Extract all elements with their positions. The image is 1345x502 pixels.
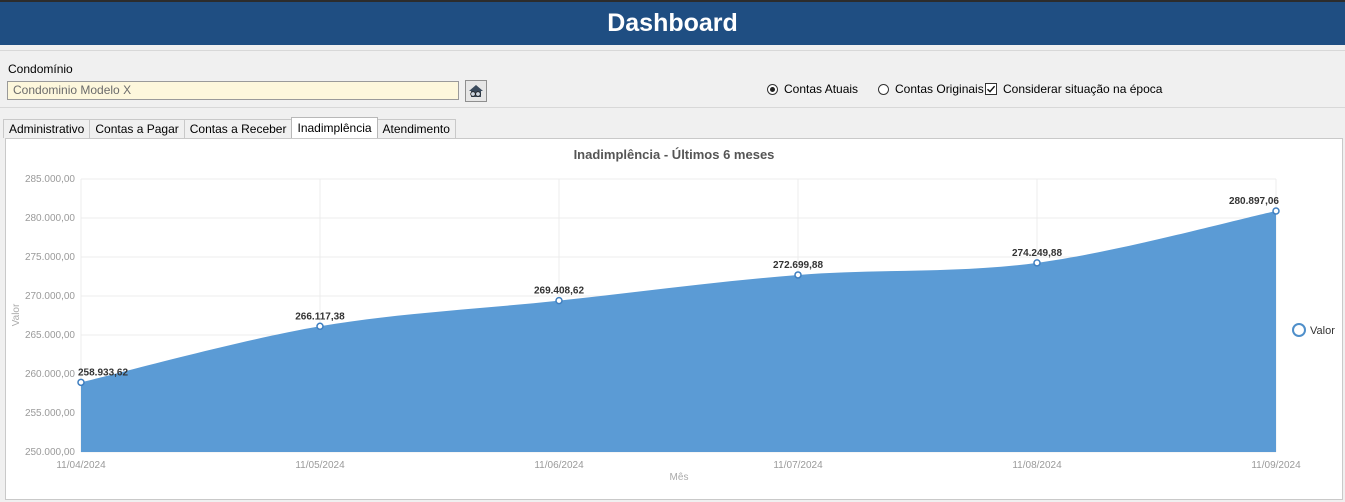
- title-bar: Dashboard: [0, 0, 1345, 45]
- data-point: [794, 271, 802, 279]
- x-tick-label: 11/08/2024: [1012, 460, 1062, 471]
- legend-marker-valor: [1292, 323, 1306, 337]
- tab-contas-a-pagar[interactable]: Contas a Pagar: [89, 119, 185, 138]
- data-label: 272.699,88: [773, 260, 823, 271]
- y-tick-label: 275.000,00: [25, 252, 75, 263]
- y-axis-label: Valor: [11, 303, 22, 326]
- data-point: [316, 322, 324, 331]
- data-point: [1033, 259, 1041, 267]
- y-tick-label: 260.000,00: [25, 369, 75, 380]
- contas-atuais-option[interactable]: Contas Atuais: [767, 82, 858, 96]
- tab-strip: Administrativo Contas a Pagar Contas a R…: [3, 117, 456, 138]
- contas-originais-radio[interactable]: [878, 83, 889, 95]
- x-tick-label: 11/07/2024: [773, 460, 823, 471]
- x-tick-label: 11/06/2024: [534, 460, 584, 471]
- chart-title: Inadimplência - Últimos 6 meses: [574, 147, 775, 162]
- considerar-situacao-label: Considerar situação na época: [1003, 82, 1163, 96]
- data-label: 266.117,38: [295, 311, 345, 322]
- contas-atuais-label: Contas Atuais: [784, 82, 859, 96]
- x-axis-label: Mês: [670, 472, 689, 483]
- condominio-label: Condomínio: [8, 62, 73, 76]
- data-point: [555, 296, 563, 305]
- data-point: [77, 378, 85, 387]
- y-tick-label: 270.000,00: [25, 291, 75, 302]
- y-tick-label: 255.000,00: [25, 408, 75, 419]
- tab-content-panel: Inadimplência - Últimos 6 meses 250.000,…: [5, 138, 1343, 500]
- y-tick-label: 285.000,00: [25, 174, 75, 185]
- y-tick-label: 265.000,00: [25, 330, 75, 341]
- data-label: 258.933,62: [78, 367, 128, 378]
- tab-inadimplencia[interactable]: Inadimplência: [291, 117, 378, 138]
- inadimplencia-chart: Inadimplência - Últimos 6 meses 250.000,…: [11, 147, 1335, 483]
- search-condominio-button[interactable]: [465, 80, 487, 102]
- page-title: Dashboard: [607, 9, 738, 37]
- tab-administrativo[interactable]: Administrativo: [3, 119, 91, 138]
- filter-panel: Condomínio Condominio Modelo X Contas At…: [0, 50, 1345, 108]
- contas-originais-label: Contas Originais: [895, 82, 984, 96]
- contas-atuais-radio[interactable]: [767, 83, 778, 95]
- legend-label-valor: Valor: [1310, 325, 1335, 337]
- data-label: 269.408,62: [534, 286, 584, 297]
- y-tick-label: 280.000,00: [25, 213, 75, 224]
- x-tick-label: 11/04/2024: [56, 460, 106, 471]
- legend: Valor: [1292, 323, 1335, 337]
- data-label: 274.249,88: [1012, 248, 1062, 259]
- x-tick-label: 11/05/2024: [295, 460, 345, 471]
- considerar-situacao-option[interactable]: Considerar situação na época: [985, 82, 1162, 96]
- tab-contas-a-receber[interactable]: Contas a Receber: [183, 119, 293, 138]
- condominio-field[interactable]: Condominio Modelo X: [7, 81, 459, 100]
- contas-originais-option[interactable]: Contas Originais: [878, 82, 984, 96]
- y-tick-label: 250.000,00: [25, 447, 75, 458]
- x-tick-label: 11/09/2024: [1251, 460, 1301, 471]
- series-area-valor: [81, 211, 1276, 452]
- tab-atendimento[interactable]: Atendimento: [376, 119, 456, 138]
- data-point: [1272, 207, 1280, 215]
- binoculars-home-icon: [469, 85, 483, 97]
- checkmark-icon: [987, 85, 996, 93]
- considerar-situacao-checkbox[interactable]: [985, 83, 997, 95]
- data-label: 280.897,06: [1229, 196, 1279, 207]
